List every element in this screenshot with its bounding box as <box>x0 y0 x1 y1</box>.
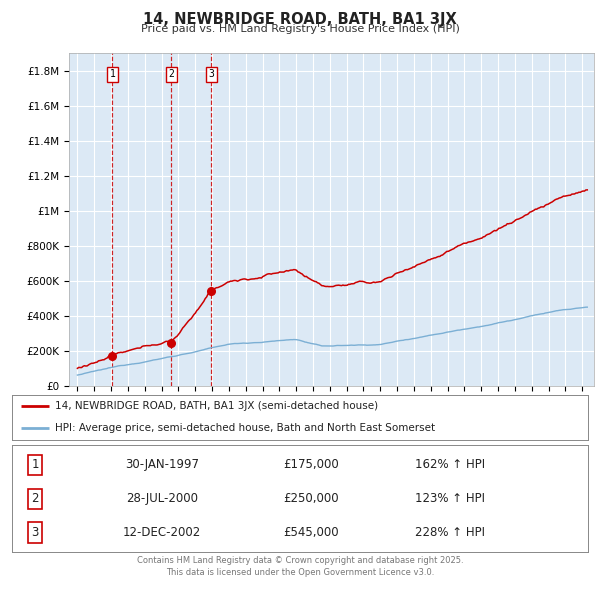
Text: 2: 2 <box>168 69 174 79</box>
Text: Contains HM Land Registry data © Crown copyright and database right 2025.
This d: Contains HM Land Registry data © Crown c… <box>137 556 463 576</box>
Text: HPI: Average price, semi-detached house, Bath and North East Somerset: HPI: Average price, semi-detached house,… <box>55 424 436 434</box>
Text: 30-JAN-1997: 30-JAN-1997 <box>125 458 199 471</box>
Text: 28-JUL-2000: 28-JUL-2000 <box>126 492 198 505</box>
Text: Price paid vs. HM Land Registry's House Price Index (HPI): Price paid vs. HM Land Registry's House … <box>140 24 460 34</box>
Text: 228% ↑ HPI: 228% ↑ HPI <box>415 526 485 539</box>
Text: £545,000: £545,000 <box>284 526 340 539</box>
Text: 14, NEWBRIDGE ROAD, BATH, BA1 3JX (semi-detached house): 14, NEWBRIDGE ROAD, BATH, BA1 3JX (semi-… <box>55 401 379 411</box>
Text: 3: 3 <box>208 69 214 79</box>
Text: 1: 1 <box>109 69 115 79</box>
Text: 2: 2 <box>31 492 39 505</box>
Text: 123% ↑ HPI: 123% ↑ HPI <box>415 492 485 505</box>
Text: £250,000: £250,000 <box>284 492 340 505</box>
Text: 1: 1 <box>31 458 39 471</box>
Text: 12-DEC-2002: 12-DEC-2002 <box>122 526 201 539</box>
Text: £175,000: £175,000 <box>284 458 340 471</box>
Text: 162% ↑ HPI: 162% ↑ HPI <box>415 458 485 471</box>
Text: 14, NEWBRIDGE ROAD, BATH, BA1 3JX: 14, NEWBRIDGE ROAD, BATH, BA1 3JX <box>143 12 457 27</box>
Text: 3: 3 <box>31 526 39 539</box>
